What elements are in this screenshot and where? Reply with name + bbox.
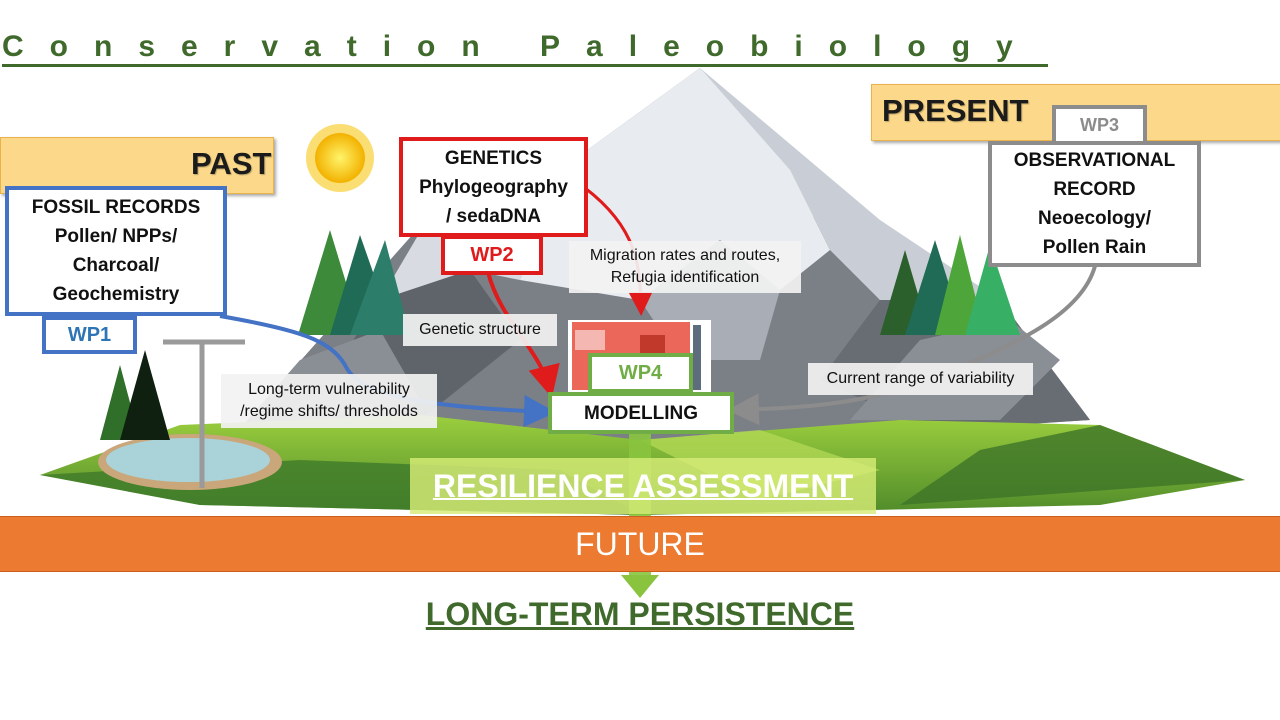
observational-record-box: OBSERVATIONAL RECORD Neoecology/ Pollen … <box>988 141 1201 267</box>
modelling-box: MODELLING <box>548 392 734 434</box>
conifer-tree-icon <box>100 230 410 440</box>
fossil-records-text: FOSSIL RECORDS Pollen/ NPPs/ Charcoal/ G… <box>31 197 201 305</box>
conifer-tree-icon-right <box>880 235 1020 335</box>
wp4-badge: WP4 <box>588 353 693 393</box>
present-label: PRESENT <box>882 93 1029 128</box>
modelling-text: MODELLING <box>584 402 698 424</box>
fossil-records-box: FOSSIL RECORDS Pollen/ NPPs/ Charcoal/ G… <box>5 186 227 316</box>
page-title: Conservation Paleobiology <box>2 30 1048 67</box>
past-label: PAST <box>191 146 272 181</box>
long-term-persistence-heading: LONG-TERM PERSISTENCE <box>0 596 1280 633</box>
wp1-to-modelling-arrow <box>219 314 556 428</box>
wp1-badge: WP1 <box>42 316 137 354</box>
wp2-badge: WP2 <box>441 235 543 275</box>
sun-icon <box>306 124 374 192</box>
genetics-box: GENETICS Phylogeography / sedaDNA <box>399 137 588 237</box>
migration-label: Migration rates and routes, Refugia iden… <box>569 241 801 293</box>
past-banner: PAST <box>0 137 274 194</box>
variability-label: Current range of variability <box>808 363 1033 395</box>
sediment-corer-icon <box>163 339 245 488</box>
resilience-assessment-bar: RESILIENCE ASSESSMENT <box>410 458 876 514</box>
wp3-badge: WP3 <box>1052 105 1147 145</box>
long-term-persistence-label: LONG-TERM PERSISTENCE <box>425 596 855 632</box>
resilience-assessment-label: RESILIENCE ASSESSMENT <box>432 467 854 504</box>
future-band: FUTURE <box>0 516 1280 572</box>
observational-record-text: OBSERVATIONAL RECORD Neoecology/ Pollen … <box>1013 150 1176 258</box>
down-arrow <box>621 575 659 598</box>
vulnerability-label: Long-term vulnerability /regime shifts/ … <box>221 374 437 428</box>
genetics-text: GENETICS Phylogeography / sedaDNA <box>419 147 568 227</box>
genetic-structure-label: Genetic structure <box>403 314 557 346</box>
lake-icon <box>98 434 282 490</box>
